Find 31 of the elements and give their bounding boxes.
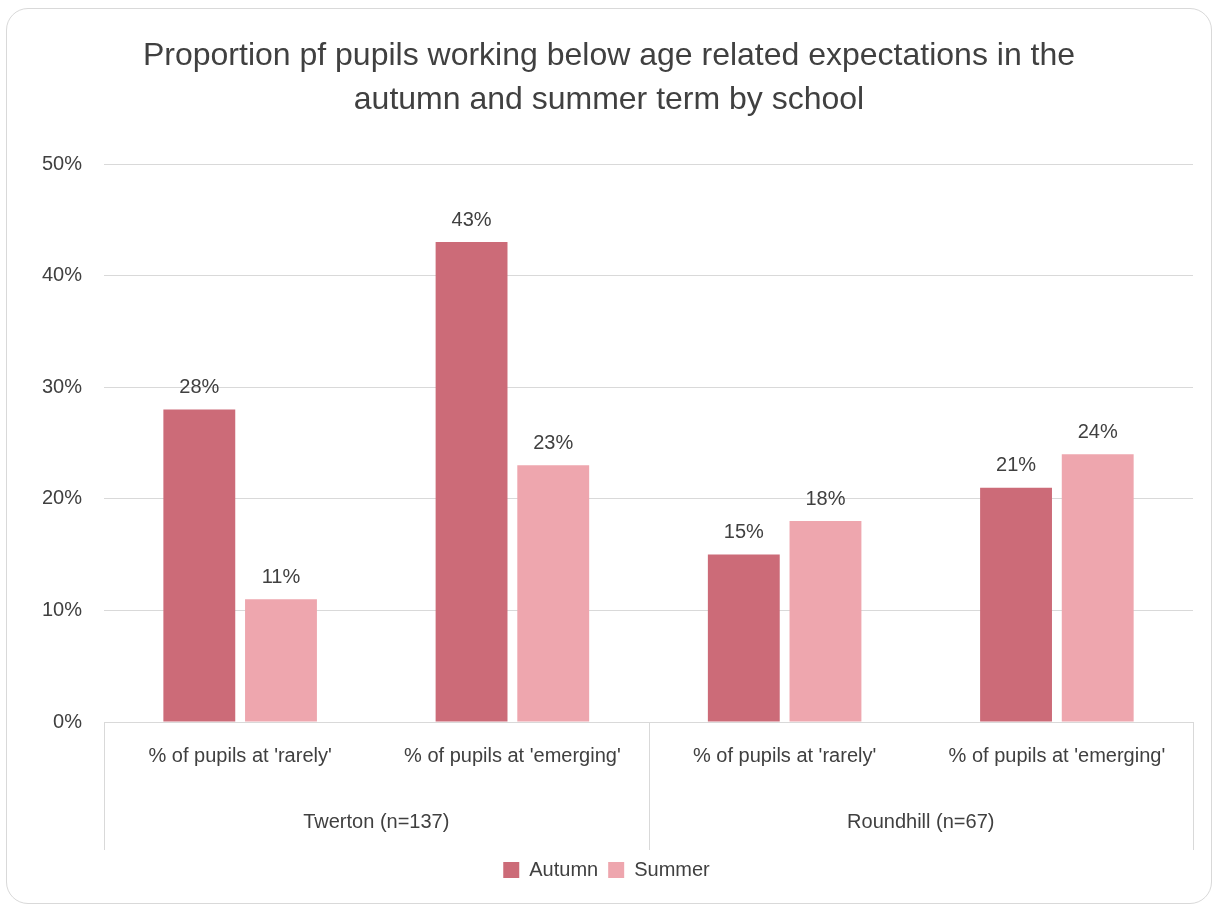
- data-label: 18%: [805, 486, 846, 509]
- bar: [707, 554, 780, 722]
- text: Roundhill (n=67): [847, 809, 995, 832]
- data-label: 21%: [996, 453, 1037, 476]
- bar: [517, 465, 590, 722]
- data-label: 24%: [1077, 419, 1118, 442]
- data-label: 11%: [261, 564, 301, 587]
- y-tick-label: 40%: [42, 263, 83, 286]
- data-label: 23%: [533, 430, 574, 453]
- bar: [1061, 454, 1134, 722]
- y-tick-label: 30%: [42, 374, 83, 397]
- chart-title: Proportion pf pupils working below age related expectations in the autumn and summer term by school: [141, 35, 1077, 118]
- bar: [245, 599, 317, 722]
- data-label: 28%: [179, 375, 220, 398]
- x-tick-label: % of pupils at 'rarely': [148, 743, 332, 766]
- y-tick-label: 10%: [42, 597, 83, 620]
- x-tick-label: % of pupils at 'emerging': [948, 743, 1166, 766]
- y-tick-label: 50%: [42, 151, 83, 174]
- x-tick-label: % of pupils at 'rarely': [693, 743, 877, 766]
- text: Twerton (n=137): [303, 809, 450, 832]
- bar: [789, 521, 862, 722]
- x-tick-label: % of pupils at 'emerging': [404, 743, 621, 766]
- legend-label: Autumn: [529, 857, 599, 880]
- bar: [163, 409, 236, 722]
- y-tick-label: 0%: [53, 709, 83, 732]
- y-tick-label: 20%: [42, 486, 83, 509]
- bar: [980, 487, 1052, 722]
- legend-label: Summer: [634, 857, 711, 880]
- bar: [435, 242, 508, 722]
- data-label: 15%: [723, 520, 765, 543]
- data-label: 43%: [451, 207, 492, 230]
